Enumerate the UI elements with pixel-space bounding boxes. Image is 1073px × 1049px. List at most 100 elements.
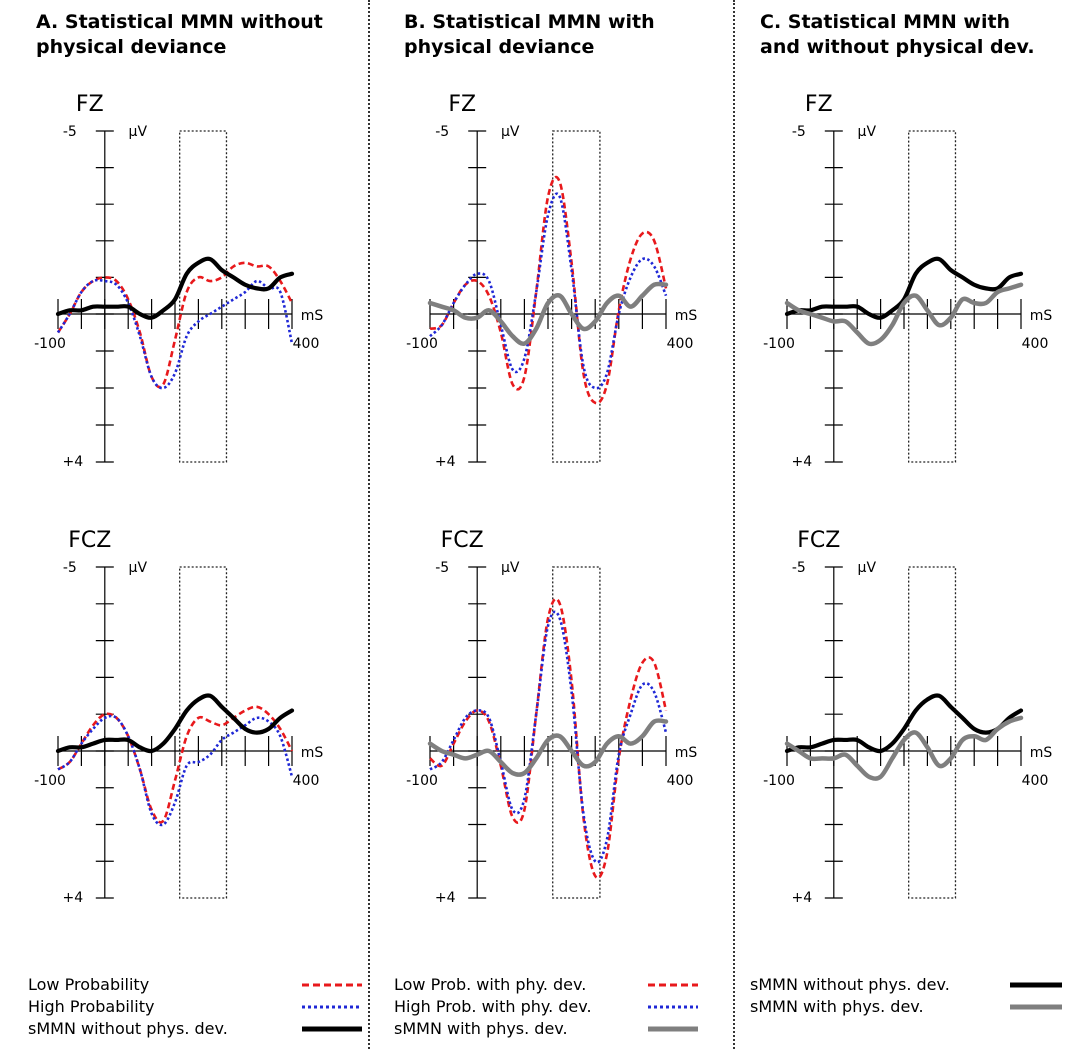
- legend-b-item-2: sMMN with phys. dev.: [394, 1019, 714, 1041]
- panel-c-fcz-electrode-label: FCZ: [797, 528, 840, 553]
- panel-c-fcz-x-unit: mS: [1030, 745, 1053, 761]
- column-divider-left: [368, 0, 370, 1049]
- panel-b-fcz-y-tick-label-bottom: +4: [435, 890, 456, 906]
- legend-c-swatch-smmn-with: [1010, 1004, 1062, 1010]
- panel-b-fz-y-tick-label-bottom: +4: [435, 454, 456, 470]
- panel-c-fz-y-unit: µV: [858, 124, 877, 140]
- panel-a-fcz-x-unit: mS: [301, 745, 324, 761]
- panel-b-fz-y-unit: µV: [501, 124, 520, 140]
- panel-c-fz-x-unit: mS: [1030, 308, 1053, 324]
- panel-c-fz-series-smmn-with-phys-dev: [784, 282, 1024, 347]
- panel-c-fcz-y-tick-label-top: -5: [792, 560, 806, 576]
- panel-b-fcz-series-smmn-with-phys-dev: [427, 718, 669, 777]
- panel-a-fz-y-tick-label-top: -5: [63, 124, 77, 140]
- panel-c-fcz-y-tick-label-bottom: +4: [791, 890, 812, 906]
- legend-b-item-0: Low Prob. with phy. dev.: [394, 975, 714, 997]
- panel-b-fcz-x-tick-label-right: 400: [667, 773, 694, 789]
- panel-a-fcz-highlight-window: [179, 566, 228, 899]
- legend-a-label-0: Low Probability: [28, 975, 150, 994]
- panel-c-fcz-series-smmn-without-phys-dev: [784, 693, 1024, 754]
- column-a-title-line-1: A. Statistical MMN without: [36, 11, 323, 33]
- column-c-title-line-1: C. Statistical MMN with: [760, 11, 1011, 33]
- panel-c-fz-series-smmn-without-phys-dev: [784, 256, 1024, 320]
- panel-a-fz-x-tick-label-right: 400: [293, 336, 320, 352]
- legend-a-swatch-low-probability: [302, 983, 362, 987]
- panel-b-fz-x-tick-label-right: 400: [667, 336, 694, 352]
- legend-b: Low Prob. with phy. dev. High Prob. with…: [394, 975, 714, 1041]
- panel-b-fz-series-smmn-with-phys-dev: [427, 281, 669, 347]
- panel-b-fz-x-tick-label-left: -100: [406, 336, 438, 352]
- legend-c-label-1: sMMN with phys. dev.: [750, 997, 924, 1016]
- legend-b-item-1: High Prob. with phy. dev.: [394, 997, 714, 1019]
- panel-b-fcz-electrode-label: FCZ: [441, 528, 484, 553]
- legend-b-label-1: High Prob. with phy. dev.: [394, 997, 592, 1016]
- legend-b-label-2: sMMN with phys. dev.: [394, 1019, 568, 1038]
- column-a-title-line-2: physical deviance: [36, 36, 227, 58]
- panel-b-fz-y-tick-label-top: -5: [435, 124, 449, 140]
- panel-b-fz-electrode-label: FZ: [448, 92, 476, 117]
- legend-a: Low Probability High Probability sMMN wi…: [28, 975, 362, 1041]
- panel-c-fcz-chart: FCZ -5 +4 µV -100 400 mS: [763, 528, 1052, 906]
- panel-b-fz-series-high-prob-with-phy-dev: [429, 192, 668, 390]
- panel-a-fz-x-unit: mS: [301, 308, 324, 324]
- panel-a-fz-x-tick-label-left: -100: [34, 336, 66, 352]
- panel-a-fcz-x-tick-label-right: 400: [293, 773, 320, 789]
- panel-c-fz-y-tick-label-bottom: +4: [791, 454, 812, 470]
- panel-b-fcz-highlight-window: [552, 566, 601, 899]
- legend-b-swatch-low-prob: [648, 983, 698, 987]
- panel-c-fz-x-tick-label-left: -100: [763, 336, 795, 352]
- legend-c-item-0: sMMN without phys. dev.: [750, 975, 1065, 997]
- legend-b-swatch-smmn-with: [648, 1026, 698, 1032]
- panel-a-fcz-y-tick-label-top: -5: [63, 560, 77, 576]
- panel-a-fz-series-high-probability: [56, 278, 294, 390]
- panel-a-fcz-series-low-probability: [57, 705, 294, 824]
- legend-a-item-2: sMMN without phys. dev.: [28, 1019, 362, 1041]
- panel-c-fz-electrode-label: FZ: [805, 92, 833, 117]
- legend-c: sMMN without phys. dev. sMMN with phys. …: [750, 975, 1065, 1019]
- legend-b-swatch-high-prob: [648, 1005, 698, 1009]
- panel-c-fcz-y-unit: µV: [858, 560, 877, 576]
- legend-c-item-1: sMMN with phys. dev.: [750, 997, 1065, 1019]
- panel-c-fz-highlight-window: [908, 130, 957, 463]
- panel-b-fcz-series-low-prob-with-phy-dev: [429, 597, 668, 880]
- panel-a-fcz-y-unit: µV: [129, 560, 148, 576]
- panel-b-fcz-y-tick-label-top: -5: [435, 560, 449, 576]
- legend-a-swatch-high-probability: [302, 1005, 362, 1009]
- legend-c-label-0: sMMN without phys. dev.: [750, 975, 950, 994]
- panel-c-fcz-x-tick-label-left: -100: [763, 773, 795, 789]
- legend-c-swatch-smmn-without: [1010, 982, 1062, 988]
- panel-b-fz-chart: FZ -5 +4 µV -100 400 mS: [406, 92, 697, 470]
- panel-c-fcz-highlight-window: [908, 566, 957, 899]
- panel-a-fcz-series-smmn-without-phys-dev: [55, 693, 295, 754]
- panel-a-fz-y-unit: µV: [129, 124, 148, 140]
- column-divider-right: [733, 0, 735, 1049]
- panel-c-fz-y-tick-label-top: -5: [792, 124, 806, 140]
- legend-a-label-2: sMMN without phys. dev.: [28, 1019, 228, 1038]
- panel-b-fcz-x-unit: mS: [675, 745, 698, 761]
- panel-a-fcz-chart: FCZ -5 +4 µV -100 400 mS: [34, 528, 323, 906]
- panel-a-fz-chart: FZ -5 +4 µV -100 400 mS: [34, 92, 323, 470]
- panel-c-fz-x-tick-label-right: 400: [1022, 336, 1049, 352]
- legend-a-label-1: High Probability: [28, 997, 155, 1016]
- panel-a-fz-highlight-window: [179, 130, 228, 463]
- panel-b-fz-highlight-window: [552, 130, 601, 463]
- panel-b-fcz-y-unit: µV: [501, 560, 520, 576]
- legend-a-item-0: Low Probability: [28, 975, 362, 997]
- legend-a-swatch-smmn-without: [302, 1026, 362, 1032]
- panel-a-fcz-series-high-probability: [57, 714, 294, 827]
- panel-b-fcz-chart: FCZ -5 +4 µV -100 400 mS: [406, 528, 697, 906]
- panel-a-fz-y-tick-label-bottom: +4: [62, 454, 83, 470]
- panel-a-fcz-y-tick-label-bottom: +4: [62, 890, 83, 906]
- column-b-title-line-2: physical deviance: [404, 36, 595, 58]
- column-a-title: A. Statistical MMN without physical devi…: [36, 10, 323, 60]
- legend-a-item-1: High Probability: [28, 997, 362, 1019]
- legend-b-label-0: Low Prob. with phy. dev.: [394, 975, 587, 994]
- panel-c-fcz-series-smmn-with-phys-dev: [784, 715, 1024, 781]
- panel-c-fcz-x-tick-label-right: 400: [1022, 773, 1049, 789]
- column-c-title: C. Statistical MMN with and without phys…: [760, 10, 1035, 60]
- column-b-title-line-1: B. Statistical MMN with: [404, 11, 655, 33]
- panel-a-fz-series-smmn-without-phys-dev: [55, 256, 295, 320]
- panel-b-fz-series-low-prob-with-phy-dev: [429, 175, 668, 405]
- panel-a-fcz-x-tick-label-left: -100: [34, 773, 66, 789]
